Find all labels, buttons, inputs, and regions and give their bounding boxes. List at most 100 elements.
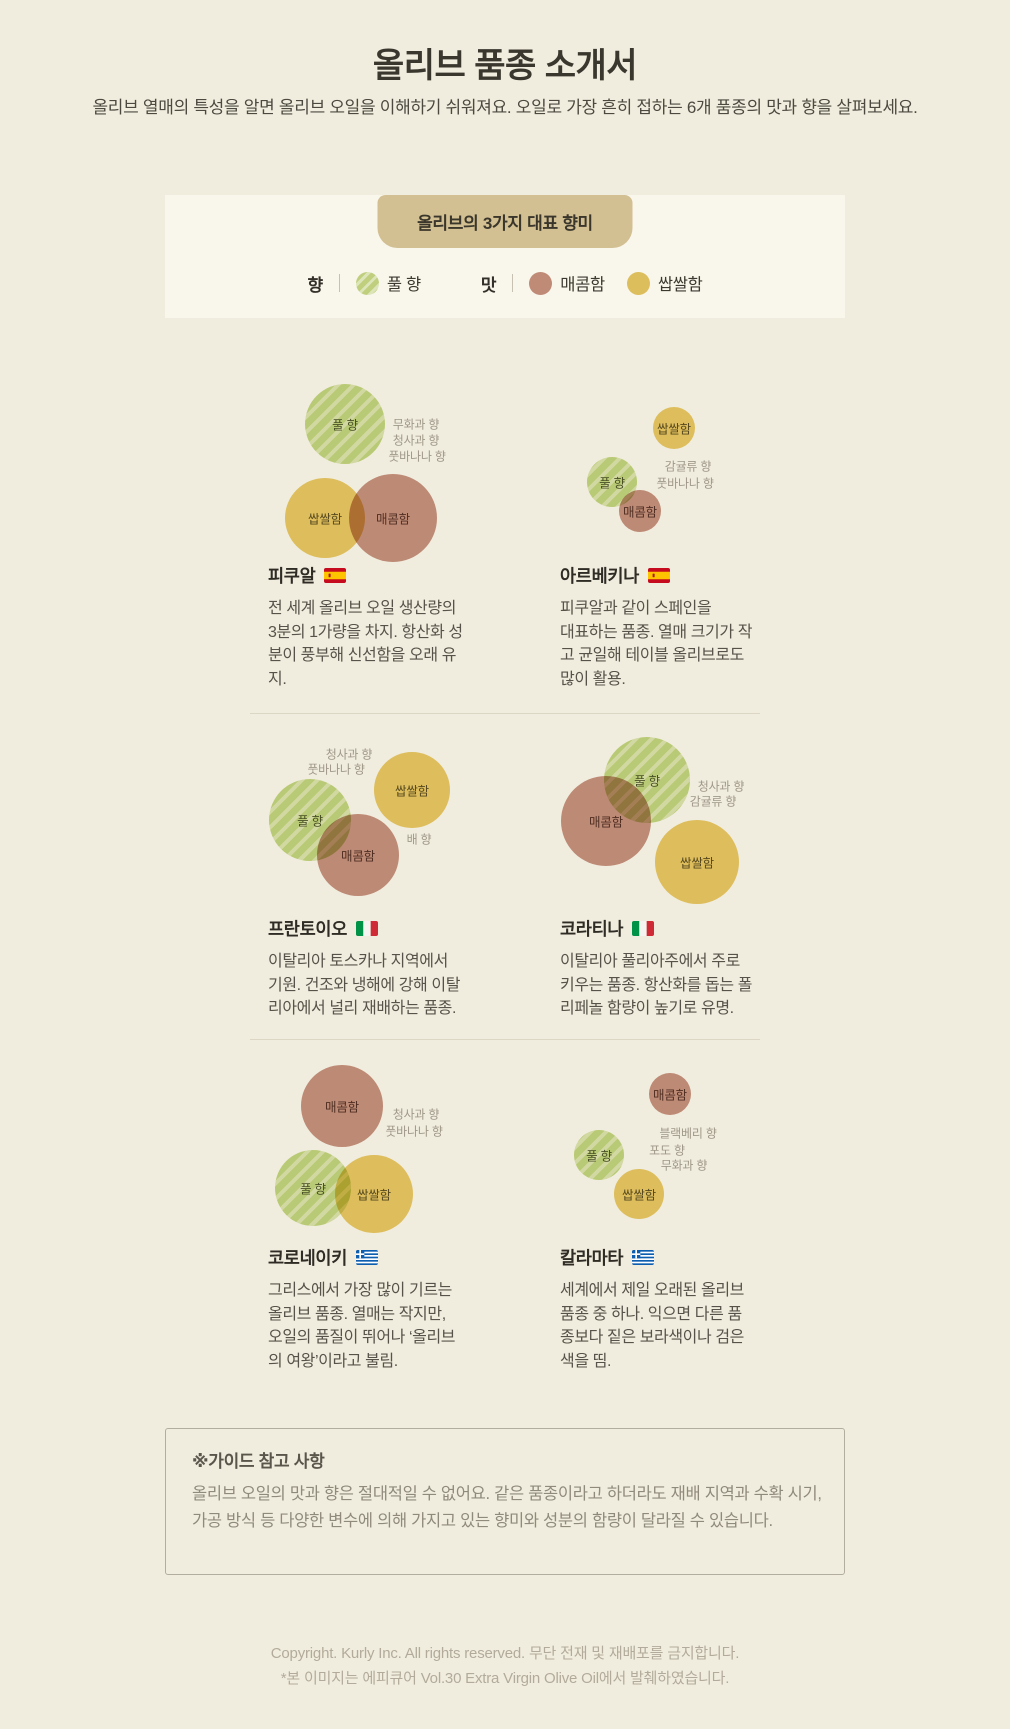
scent-note: 배 향 (406, 832, 432, 847)
scent-note: 청사과 향 (325, 747, 373, 762)
flavor-circle-spicy (619, 490, 661, 532)
flavor-circle-bitter (655, 820, 739, 904)
flavor-circle-grass (587, 457, 637, 507)
variety-description: 이탈리아 풀리아주에서 주로 키우는 품종. 항산화를 돕는 폴 리페놀 함량이… (560, 953, 753, 1017)
row-divider (250, 1039, 760, 1040)
variety-description: 피쿠알과 같이 스페인을 대표하는 품종. 열매 크기가 작 고 균일해 테이블… (560, 600, 753, 688)
flavor-circle-label: 매콤함 (325, 1100, 359, 1115)
footer-copyright: Copyright. Kurly Inc. All rights reserve… (0, 1641, 1010, 1691)
flavor-circle-label: 풀 향 (586, 1149, 612, 1164)
flavor-circle-bitter (335, 1155, 413, 1233)
flavor-circle-label: 풀 향 (297, 814, 323, 829)
greece-flag-icon (632, 1249, 655, 1265)
scent-note: 무화과 향 (392, 417, 440, 432)
legend-row: 향 풀 향 맛 매콤함 쌉쌀함 (165, 255, 845, 311)
flavor-circle-label: 풀 향 (634, 774, 660, 789)
scent-note: 풋바나나 향 (385, 1124, 443, 1139)
flavor-circle-spicy (649, 1073, 691, 1115)
legend-divider-bar (512, 274, 514, 292)
variety-card-koroneiki: 코로네이키 그리스에서 가장 많이 기르는 올리브 품종. 열매는 작지만, 오… (268, 1245, 508, 1373)
flavor-circle-bitter (614, 1169, 664, 1219)
spicy-label: 매콤함 (560, 276, 605, 294)
flavor-circle-label: 풀 향 (300, 1182, 326, 1197)
variety-name-row: 프란토이오 (268, 916, 508, 940)
scent-note: 풋바나나 향 (307, 762, 365, 777)
scent-note: 청사과 향 (697, 779, 745, 794)
guide-note-box: ※가이드 참고 사항 올리브 오일의 맛과 향은 절대적일 수 없어요. 같은 … (165, 1428, 845, 1575)
scent-category-label: 향 (307, 275, 323, 295)
grass-label: 풀 향 (386, 276, 421, 294)
spain-flag-icon (324, 567, 347, 583)
flavor-circle-label: 쌉쌀함 (308, 512, 342, 527)
scent-note: 풋바나나 향 (656, 476, 714, 491)
greece-flag-icon (356, 1249, 378, 1265)
flavor-circle-label: 쌉쌀함 (657, 422, 691, 437)
row-divider (250, 713, 760, 714)
scent-note: 풋바나나 향 (388, 449, 446, 464)
variety-name: 프란토이오 (268, 918, 347, 939)
scent-note: 청사과 향 (392, 433, 440, 448)
variety-name: 코라티나 (560, 918, 624, 939)
legend-item-bitter: 쌉쌀함 (626, 271, 703, 295)
scent-note: 포도 향 (649, 1143, 685, 1158)
scent-note: 청사과 향 (392, 1107, 440, 1122)
spain-flag-icon (648, 567, 670, 583)
source-line: *본 이미지는 에피큐어 Vol.30 Extra Virgin Olive O… (280, 1670, 730, 1687)
flavor-legend-panel: 올리브의 3가지 대표 향미 향 풀 향 맛 매콤함 쌉쌀함 (165, 195, 845, 318)
variety-card-picual: 피쿠알 전 세계 올리브 오일 생산량의 3분의 1가량을 차지. 항산화 성 … (268, 563, 508, 691)
flavor-circle-label: 쌉쌀함 (680, 856, 714, 871)
variety-description: 전 세계 올리브 오일 생산량의 3분의 1가량을 차지. 항산화 성 분이 풍… (268, 600, 463, 688)
variety-name: 코로네이키 (268, 1247, 347, 1268)
flavor-circle-label: 매콤함 (623, 505, 657, 520)
flavor-circle-bitter (653, 407, 695, 449)
flavor-circle-spicy (317, 814, 399, 896)
flavor-circle-label: 쌉쌀함 (395, 784, 429, 799)
variety-name-row: 코라티나 (560, 916, 800, 940)
grass-swatch-icon (355, 271, 379, 295)
page-title: 올리브 품종 소개서 (372, 47, 638, 85)
flavor-circle-label: 매콤함 (376, 512, 410, 527)
guide-body: 올리브 오일의 맛과 향은 절대적일 수 없어요. 같은 품종이라고 하더라도 … (192, 1485, 822, 1530)
variety-name-row: 아르베키나 (560, 563, 800, 587)
flavor-circle-label: 쌉쌀함 (357, 1188, 391, 1203)
flavor-circle-spicy (349, 474, 437, 562)
variety-name: 아르베키나 (560, 565, 639, 586)
flavor-circle-grass (574, 1130, 624, 1180)
scent-note: 감귤류 향 (664, 459, 712, 474)
flavor-circle-bitter (374, 752, 450, 828)
spicy-swatch-icon (529, 271, 553, 295)
variety-name-row: 코로네이키 (268, 1245, 508, 1269)
bitter-swatch-icon (626, 271, 650, 295)
legend-divider-bar (338, 274, 340, 292)
variety-card-frantoio: 프란토이오 이탈리아 토스카나 지역에서 기원. 건조와 냉해에 강해 이탈 리… (268, 916, 508, 1021)
variety-card-kalamata: 칼라마타 세계에서 제일 오래된 올리브 품종 중 하나. 익으면 다른 품 종… (560, 1245, 800, 1373)
variety-card-arbequina: 아르베키나 피쿠알과 같이 스페인을 대표하는 품종. 열매 크기가 작 고 균… (560, 563, 800, 691)
flavor-circle-label: 매콤함 (653, 1088, 687, 1103)
bitter-label: 쌉쌀함 (657, 276, 703, 294)
italy-flag-icon (632, 920, 655, 936)
legend-item-spicy: 매콤함 (529, 271, 605, 295)
variety-name: 칼라마타 (560, 1247, 624, 1268)
scent-note: 감귤류 향 (689, 794, 737, 809)
flavor-circle-spicy (561, 776, 651, 866)
variety-card-coratina: 코라티나 이탈리아 풀리아주에서 주로 키우는 품종. 항산화를 돕는 폴 리페… (560, 916, 800, 1021)
flavor-circle-label: 매콤함 (341, 849, 375, 864)
italy-flag-icon (356, 920, 378, 936)
legend-tab-title: 올리브의 3가지 대표 향미 (377, 195, 633, 248)
variety-name: 피쿠알 (268, 565, 316, 586)
copyright-line: Copyright. Kurly Inc. All rights reserve… (270, 1645, 740, 1662)
variety-description: 그리스에서 가장 많이 기르는 올리브 품종. 열매는 작지만, 오일의 품질이… (268, 1282, 456, 1370)
variety-name-row: 칼라마타 (560, 1245, 800, 1269)
guide-title: ※가이드 참고 사항 (192, 1452, 325, 1471)
flavor-circle-label: 풀 향 (332, 418, 358, 433)
scent-note: 블랙베리 향 (659, 1126, 717, 1141)
legend-item-grass: 풀 향 (355, 271, 421, 295)
flavor-circle-label: 매콤함 (589, 815, 623, 830)
taste-category-label: 맛 (480, 275, 497, 295)
scent-note: 무화과 향 (660, 1158, 708, 1173)
page-subtitle: 올리브 열매의 특성을 알면 올리브 오일을 이해하기 쉬워져요. 오일로 가장… (92, 98, 918, 117)
variety-name-row: 피쿠알 (268, 563, 508, 587)
flavor-circle-label: 쌉쌀함 (622, 1188, 656, 1203)
variety-description: 세계에서 제일 오래된 올리브 품종 중 하나. 익으면 다른 품 종보다 짙은… (560, 1282, 744, 1370)
